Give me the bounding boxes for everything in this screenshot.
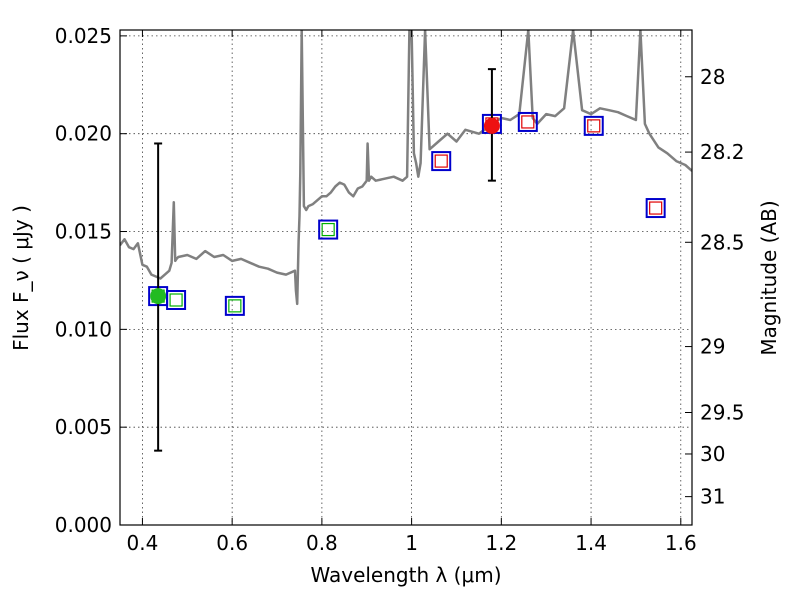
mag-tick-label: 28 bbox=[700, 65, 725, 89]
y-tick-label: 0.025 bbox=[55, 24, 112, 48]
band-flux-square bbox=[645, 198, 666, 219]
band-flux-square-inner bbox=[228, 299, 242, 313]
x-axis-label: Wavelength λ (μm) bbox=[310, 563, 501, 587]
x-tick-label: 1.6 bbox=[665, 531, 697, 555]
band-flux-square-inner bbox=[521, 115, 535, 129]
mag-tick-label: 29 bbox=[700, 335, 725, 359]
band-flux-square bbox=[517, 111, 538, 132]
mag-tick-label: 28.2 bbox=[700, 140, 745, 164]
band-flux-square-inner bbox=[321, 222, 335, 237]
x-tick-label: 1.4 bbox=[575, 531, 607, 555]
x-tick-label: 0.4 bbox=[127, 531, 159, 555]
measured-flux-point bbox=[150, 288, 167, 305]
x-tick-label: 1 bbox=[405, 531, 418, 555]
x-tick-label: 0.6 bbox=[216, 531, 248, 555]
mag-tick-label: 31 bbox=[700, 485, 725, 509]
band-flux-square-inner bbox=[434, 154, 448, 168]
y-tick-label: 0.020 bbox=[55, 122, 112, 146]
grid-lines bbox=[120, 30, 692, 526]
x-tick-label: 0.8 bbox=[306, 531, 338, 555]
y-axis-right-label: Magnitude (AB) bbox=[757, 200, 781, 355]
mag-tick-label: 28.5 bbox=[700, 230, 745, 254]
y-axis-label: Flux F_ν ( μJy ) bbox=[9, 205, 33, 351]
measured-flux-point bbox=[483, 117, 500, 134]
band-flux-square-inner bbox=[587, 119, 601, 133]
model-spectrum-line bbox=[120, 30, 692, 306]
band-flux-square bbox=[318, 219, 339, 240]
y-tick-label: 0.000 bbox=[55, 513, 112, 537]
band-flux-square-inner bbox=[169, 293, 183, 307]
band-flux-square bbox=[431, 151, 452, 172]
y-tick-label: 0.015 bbox=[55, 220, 112, 244]
plot-frame bbox=[119, 29, 693, 526]
y-tick-label: 0.010 bbox=[55, 317, 112, 341]
mag-tick-label: 30 bbox=[700, 442, 725, 466]
band-flux-square bbox=[224, 295, 245, 316]
band-flux-square-inner bbox=[649, 201, 663, 215]
mag-tick-label: 29.5 bbox=[700, 401, 745, 425]
axis-ticks: 0.4 0.6 0.8 1 1.2 1.4 1.6 0.000 0.005 0.010 0.015 0… bbox=[55, 24, 745, 555]
y-tick-label: 0.005 bbox=[55, 415, 112, 439]
x-tick-label: 1.2 bbox=[485, 531, 517, 555]
plot-area bbox=[120, 30, 692, 452]
band-flux-square bbox=[166, 290, 187, 310]
band-flux-square bbox=[583, 115, 604, 136]
